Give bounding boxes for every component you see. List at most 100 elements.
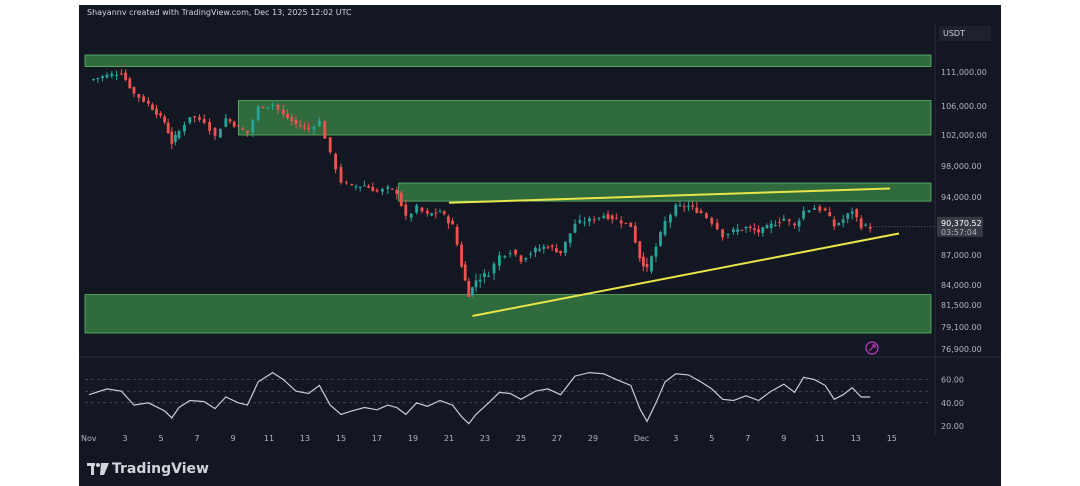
candle-body (371, 186, 375, 192)
oscillator-tick-label: 20.00 (941, 422, 964, 431)
candle-body (386, 186, 390, 189)
candle-body (787, 219, 791, 222)
candle-body (615, 218, 618, 220)
price-tick-label: 102,000.00 (941, 131, 987, 140)
candle-body (474, 280, 478, 288)
candle-body (674, 204, 678, 216)
time-tick-label: 11 (264, 434, 274, 443)
candle-body (778, 222, 781, 224)
candle-body (358, 186, 362, 188)
candle-body (228, 119, 232, 122)
candle-body (159, 113, 162, 116)
candle-body (334, 154, 337, 170)
candle-body (797, 220, 801, 227)
candle-body (841, 219, 845, 223)
time-tick-label: 19 (408, 434, 418, 443)
trendline-2 (472, 232, 900, 317)
price-chart[interactable]: 111,000.00 106,000.00 102,000.00 98,000.00 9… (79, 5, 1001, 486)
candle-body (868, 226, 872, 229)
time-tick-label: 5 (709, 434, 714, 443)
time-tick-label: 17 (372, 434, 382, 443)
candle-body (633, 225, 637, 243)
candle-body (237, 125, 240, 127)
candle-body (128, 78, 132, 89)
candle-body (761, 227, 765, 234)
candle-body (691, 205, 694, 207)
candle-body (142, 96, 145, 102)
time-tick-label: 9 (230, 434, 235, 443)
candle-body (110, 73, 114, 77)
candle-body (638, 241, 642, 259)
price-tick-label: 81,500.00 (941, 301, 982, 310)
candle-body (166, 122, 170, 134)
candle-body (534, 248, 537, 253)
candle-body (721, 229, 724, 238)
candle-body (312, 127, 316, 130)
tradingview-logo-icon (87, 463, 109, 475)
candle-body (404, 204, 408, 216)
countdown-label: 03:57:04 (941, 228, 977, 237)
candle-body (846, 213, 850, 219)
candle-body (276, 104, 280, 110)
time-tick-label: 7 (745, 434, 750, 443)
candle-body (699, 210, 703, 213)
candle-body (732, 229, 735, 232)
candle-body (629, 222, 633, 228)
candle-body (573, 223, 577, 233)
support-resistance-zone-1 (84, 54, 932, 67)
support-resistance-zone-4 (84, 294, 932, 334)
candle-body (298, 125, 302, 127)
candle-body (705, 213, 708, 218)
trendline-1 (448, 187, 891, 204)
candle-body (753, 228, 756, 231)
time-tick-label: 7 (194, 434, 199, 443)
currency-label[interactable]: USDT (939, 26, 991, 41)
price-tick-label: 84,000.00 (941, 281, 982, 290)
candle-body (463, 264, 467, 281)
candle-body (602, 215, 606, 218)
time-tick-label: 21 (444, 434, 454, 443)
oscillator-tick-label: 60.00 (941, 376, 964, 385)
candle-body (782, 218, 786, 221)
time-tick-label: 11 (815, 434, 825, 443)
candle-body (170, 131, 174, 144)
candle-body (559, 250, 562, 254)
candle-body (451, 220, 454, 225)
candle-body (524, 257, 528, 260)
candle-body (855, 209, 859, 218)
candle-body (828, 212, 832, 217)
candle-body (654, 246, 658, 257)
candle-body (415, 205, 418, 213)
time-tick-label: Nov (81, 434, 97, 443)
candle-body (726, 233, 730, 236)
candle-body (339, 166, 343, 183)
candle-body (163, 116, 166, 123)
candle-body (124, 72, 127, 81)
last-price-label: 90,370.52 (941, 219, 982, 228)
candle-body (710, 218, 714, 224)
candle-body (642, 256, 645, 267)
candle-body (132, 87, 136, 94)
candle-body (271, 104, 274, 106)
candle-body (546, 247, 550, 249)
candle-body (483, 273, 486, 277)
candle-body (101, 76, 104, 78)
chart-frame: Shayannv created with TradingView.com, D… (79, 5, 1001, 486)
candle-body (174, 134, 177, 142)
candle-body (246, 130, 249, 133)
replay-icon (865, 341, 879, 355)
candle-body (757, 229, 760, 233)
candle-body (455, 226, 459, 245)
last-price-badge (937, 216, 983, 237)
candle-body (578, 220, 582, 223)
candle-body (610, 215, 614, 220)
candle-body (793, 223, 796, 226)
time-tick-label: 23 (480, 434, 490, 443)
candle-body (147, 100, 150, 104)
candle-body (687, 205, 690, 207)
candle-body (588, 218, 591, 222)
candle-body (471, 287, 474, 296)
time-tick-label: 3 (673, 434, 678, 443)
candle-body (208, 121, 211, 131)
candle-body (224, 118, 228, 127)
